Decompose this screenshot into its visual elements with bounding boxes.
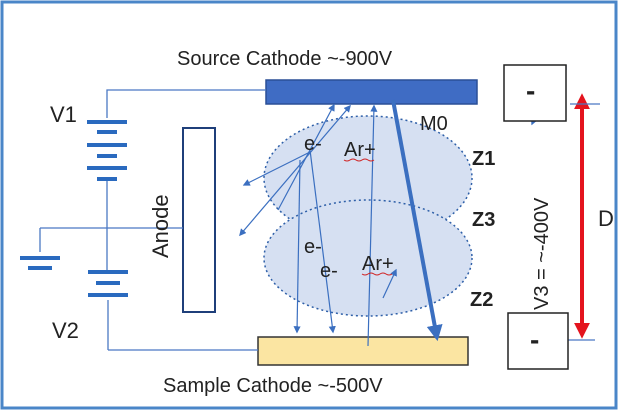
- z2-label: Z2: [470, 289, 493, 311]
- upper-terminal-box: [503, 64, 567, 122]
- source-cathode: [265, 79, 478, 105]
- electron-label-2: e-: [304, 236, 322, 258]
- sample-cathode: [257, 336, 469, 366]
- v1-label: V1: [50, 102, 77, 127]
- source-cathode-label: Source Cathode ~-900V: [177, 48, 393, 70]
- argon-label-1: Ar+: [344, 139, 376, 161]
- z3-label: Z3: [472, 209, 495, 231]
- electron-label-1: e-: [304, 133, 322, 155]
- distance-label: D: [598, 206, 614, 231]
- battery-v2: [20, 256, 128, 297]
- v3-label: V3 = ~-400V: [531, 197, 553, 310]
- v2-label: V2: [52, 318, 79, 343]
- spellcheck-mark-2: [361, 272, 393, 276]
- particle-trajectories: [239, 99, 538, 347]
- lower-terminal-sign: -: [530, 324, 539, 355]
- sample-cathode-label: Sample Cathode ~-500V: [163, 375, 383, 397]
- spellcheck-mark-1: [343, 158, 375, 162]
- anode-label: Anode: [148, 194, 173, 258]
- lower-terminal-box: [507, 312, 569, 370]
- anode-plate: [182, 127, 216, 313]
- argon-label-2: Ar+: [362, 253, 394, 275]
- battery-v1: [87, 120, 127, 181]
- m0-label: M0: [420, 113, 448, 135]
- z1-label: Z1: [472, 148, 495, 170]
- upper-terminal-sign: -: [526, 75, 535, 106]
- electron-label-3: e-: [320, 260, 338, 282]
